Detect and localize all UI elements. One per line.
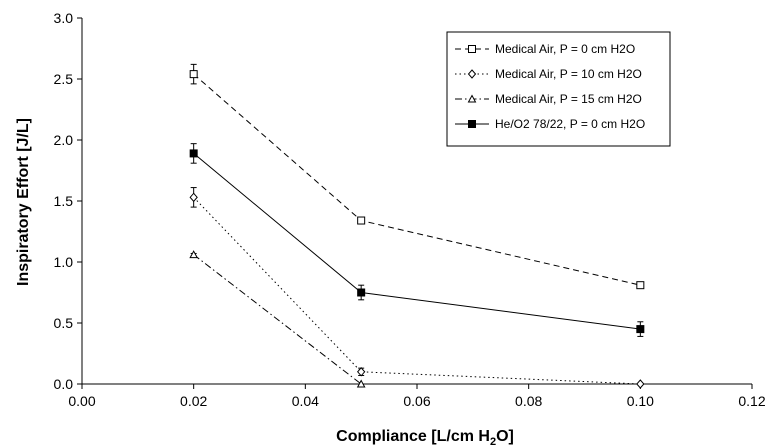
legend-label: Medical Air, P = 0 cm H2O xyxy=(495,42,635,56)
y-tick-label: 0.0 xyxy=(54,376,74,392)
data-point xyxy=(189,192,198,203)
x-axis-title-tail: O] xyxy=(496,428,514,445)
y-tick-label: 2.5 xyxy=(54,71,74,87)
data-point xyxy=(189,70,198,79)
x-tick-label: 0.08 xyxy=(515,393,542,409)
x-tick-label: 0.04 xyxy=(292,393,319,409)
y-tick-label: 1.0 xyxy=(54,254,74,270)
legend-marker xyxy=(468,45,476,53)
legend-marker xyxy=(468,120,476,128)
legend-box xyxy=(446,31,671,147)
x-tick-label: 0.02 xyxy=(180,393,207,409)
series-4 xyxy=(189,143,645,337)
legend: Medical Air, P = 0 cm H2O Medical Air, P … xyxy=(446,31,671,147)
data-point xyxy=(636,325,645,334)
x-axis-title: Compliance [L/cm H2O] xyxy=(336,428,514,448)
y-tick-label: 2.0 xyxy=(54,132,74,148)
y-axis-title: Inspiratory Effort [J/L] xyxy=(15,118,32,286)
legend-marker xyxy=(467,94,477,103)
series-1 xyxy=(189,63,645,290)
data-point xyxy=(357,216,366,225)
data-point xyxy=(356,379,366,388)
x-tick-label: 0.12 xyxy=(738,393,765,409)
legend-marker xyxy=(467,69,477,79)
series-layer xyxy=(189,63,645,389)
legend-label: Medical Air, P = 10 cm H2O xyxy=(495,67,642,81)
tick-labels: 0.0 0.5 1.0 1.5 2.0 2.5 3.0 0.00 0.02 0.04 0.06 0.0… xyxy=(54,10,766,409)
data-point xyxy=(357,367,366,377)
y-tick-label: 3.0 xyxy=(54,10,74,26)
y-tick-label: 1.5 xyxy=(54,193,74,209)
series-3 xyxy=(189,250,366,388)
data-point xyxy=(357,288,366,297)
series-2 xyxy=(189,187,645,389)
data-point xyxy=(189,149,198,158)
series-line xyxy=(193,196,641,385)
x-axis-title-sub: 2 xyxy=(490,436,496,448)
x-tick-label: 0.06 xyxy=(403,393,430,409)
x-axis-title-main: Compliance [L/cm H xyxy=(336,428,490,445)
data-point xyxy=(636,379,645,389)
data-point xyxy=(189,250,199,259)
legend-label: He/O2 78/22, P = 0 cm H2O xyxy=(495,117,645,131)
series-line xyxy=(193,254,362,385)
x-tick-label: 0.00 xyxy=(68,393,95,409)
series-line xyxy=(193,153,641,330)
legend-label: Medical Air, P = 15 cm H2O xyxy=(495,92,642,106)
x-tick-label: 0.10 xyxy=(627,393,654,409)
data-point xyxy=(636,281,645,290)
y-tick-label: 0.5 xyxy=(54,315,74,331)
